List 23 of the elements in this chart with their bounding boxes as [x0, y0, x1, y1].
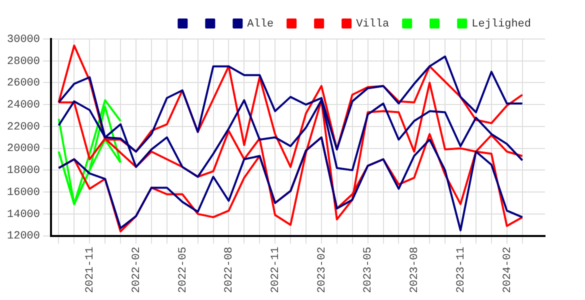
- legend-label: Alle: [247, 18, 274, 30]
- legend-label: Lejlighed: [472, 18, 532, 30]
- y-tick-label: 30000: [6, 34, 40, 46]
- y-tick-label: 22000: [6, 121, 40, 134]
- y-tick-label: 20000: [6, 143, 40, 156]
- x-tick-label: 2022-08: [224, 246, 236, 294]
- x-tick-label: 2023-05: [362, 246, 375, 294]
- x-tick-label: 2024-02: [502, 246, 514, 294]
- legend-label: Villa: [356, 18, 390, 30]
- y-tick-label: 24000: [6, 100, 40, 112]
- x-tick-label: 2022-02: [130, 246, 143, 294]
- y-tick-label: 16000: [6, 186, 40, 199]
- y-tick-label: 14000: [6, 208, 40, 221]
- y-tick-label: 18000: [6, 165, 40, 178]
- x-tick-label: 2022-11: [270, 246, 282, 294]
- x-tick-label: 2021-11: [84, 246, 97, 294]
- x-tick-label: 2023-08: [409, 246, 422, 294]
- y-tick-label: 26000: [6, 78, 40, 90]
- x-tick-label: 2023-02: [316, 246, 328, 294]
- y-tick-label: 28000: [6, 56, 40, 68]
- y-tick-label: 12000: [6, 230, 40, 243]
- x-tick-label: 2022-05: [177, 246, 190, 294]
- x-tick-label: 2023-11: [455, 246, 468, 294]
